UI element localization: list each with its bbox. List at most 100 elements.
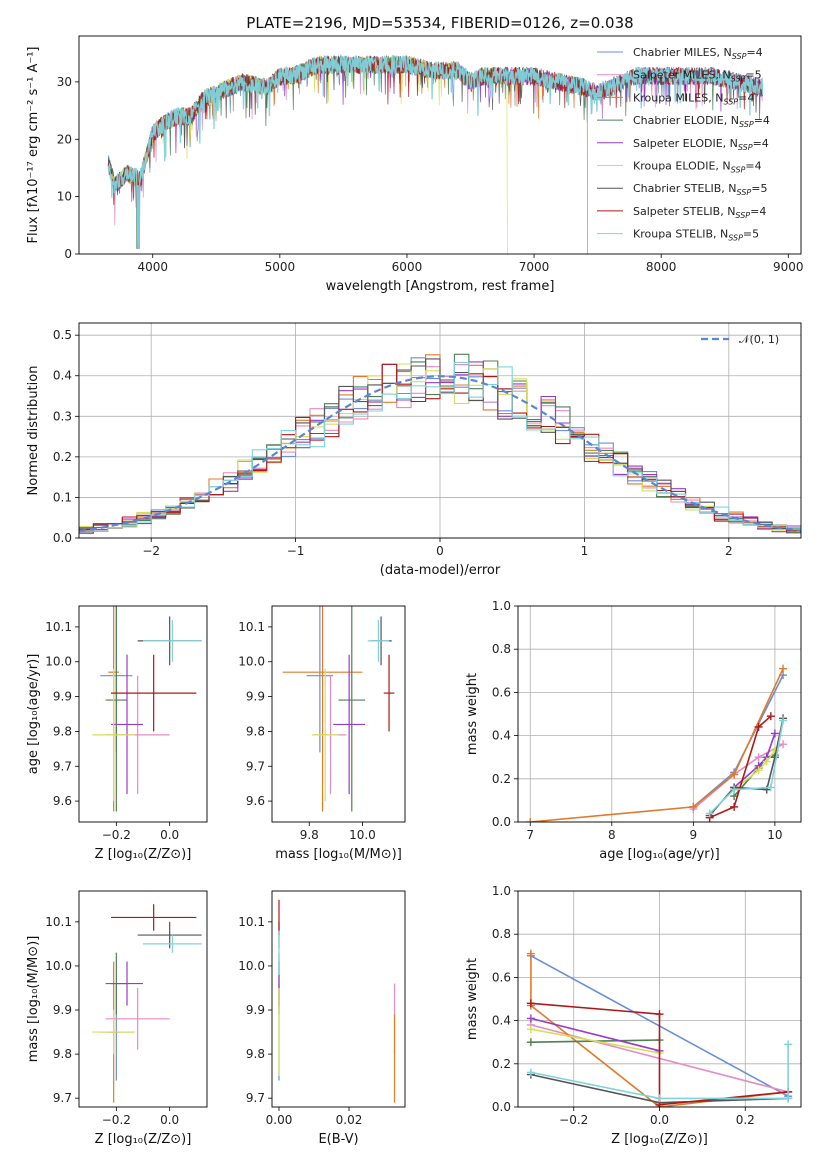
- x-axis-label: Z [log₁₀(Z/Z⊙)]: [95, 1132, 192, 1147]
- y-tick-label: 0.6: [492, 685, 511, 699]
- x-axis-label: Z [log₁₀(Z/Z⊙)]: [611, 1132, 708, 1147]
- y-tick-label: 9.9: [53, 690, 72, 704]
- y-tick-label: 9.7: [246, 1091, 265, 1105]
- plot-area: [107, 53, 764, 254]
- axes-frame: [271, 605, 406, 823]
- spectrum-line-kroupa-stelib: [107, 53, 764, 249]
- error-cross-salpeter-elodie: [333, 654, 366, 795]
- x-tick-label: −1: [287, 544, 305, 558]
- plot-area: [92, 904, 202, 1103]
- x-tick-label: 9.8: [300, 828, 319, 842]
- error-cross-salpeter-stelib: [383, 654, 395, 732]
- x-axis-label: Z [log₁₀(Z/Z⊙)]: [95, 847, 192, 862]
- legend-entry: Kroupa STELIB, NSSP=5: [633, 228, 759, 243]
- x-tick-label: 7000: [519, 260, 550, 274]
- x-axis-label: wavelength [Angstrom, rest frame]: [326, 279, 555, 294]
- y-tick-label: 9.9: [246, 690, 265, 704]
- y-tick-label: 9.8: [53, 1047, 72, 1061]
- plot-area: [92, 606, 202, 812]
- x-tick-label: 0.00: [266, 1113, 293, 1127]
- y-tick-label: 0.0: [492, 815, 511, 829]
- x-tick-label: 0.0: [650, 1113, 669, 1127]
- error-cross-kroupa-elodie: [92, 1010, 135, 1055]
- legend-entry: Salpeter STELIB, NSSP=4: [633, 205, 766, 220]
- error-cross-salpeter-miles: [105, 987, 170, 1050]
- y-tick-label: 10.0: [238, 959, 265, 973]
- weight-series-kroupa-miles: [526, 664, 788, 822]
- y-axis-label: mass weight: [465, 673, 480, 755]
- plot-area: [526, 664, 788, 822]
- axes-frame: [78, 322, 802, 539]
- panel-mass-Z: −0.2 0.0 9.7 9.8 9.9 10.0 10.1 Z [log₁₀(Z/Z⊙)] m…: [26, 890, 208, 1147]
- error-cross-kroupa-stelib: [367, 619, 390, 662]
- y-tick-label: 9.9: [53, 1003, 72, 1017]
- plot-area: [526, 949, 793, 1107]
- axes-frame: [517, 605, 802, 823]
- y-axis-label: Flux [fλ10⁻¹⁷ erg cm⁻² s⁻¹ A⁻¹]: [26, 47, 41, 244]
- x-tick-label: 9000: [773, 260, 804, 274]
- x-tick-label: 10: [767, 828, 782, 842]
- y-tick-label: 0.4: [492, 1014, 511, 1028]
- y-tick-label: 10.0: [45, 655, 72, 669]
- y-tick-label: 0.8: [492, 642, 511, 656]
- x-axis-label: E(B-V): [318, 1132, 358, 1147]
- weight-series-kroupa-stelib: [705, 716, 788, 818]
- legend-entry: Chabrier ELODIE, NSSP=4: [633, 114, 770, 129]
- y-tick-label: 0.4: [53, 369, 72, 383]
- axes-frame: [271, 890, 406, 1108]
- y-tick-label: 10.1: [45, 620, 72, 634]
- chart-title: PLATE=2196, MJD=53534, FIBERID=0126, z=0…: [246, 14, 633, 32]
- x-tick-label: −0.2: [102, 1113, 131, 1127]
- y-tick-label: 0.5: [53, 328, 72, 342]
- weight-line: [733, 733, 776, 789]
- error-cross-kroupa-elodie: [92, 668, 135, 802]
- y-tick-label: 30: [57, 75, 72, 89]
- y-tick-label: 10.0: [45, 959, 72, 973]
- error-cross-salpeter-stelib: [111, 654, 197, 732]
- histogram-kroupa-stelib: [79, 361, 801, 532]
- x-tick-label: −0.2: [102, 828, 131, 842]
- y-tick-label: 10.1: [238, 915, 265, 929]
- legend-entry: Kroupa ELODIE, NSSP=4: [633, 160, 762, 175]
- weight-line: [530, 1028, 660, 1054]
- x-axis-label: (data-model)/error: [380, 563, 501, 578]
- weight-series-kroupa-stelib: [526, 1040, 793, 1103]
- legend-entry: 𝒩(0, 1): [739, 333, 779, 346]
- y-tick-label: 0.2: [53, 450, 72, 464]
- axes-frame: [78, 35, 802, 255]
- x-tick-label: 4000: [137, 260, 168, 274]
- legend-entry: Chabrier MILES, NSSP=4: [633, 46, 763, 61]
- y-tick-label: 10.0: [238, 655, 265, 669]
- error-cross-kroupa-stelib: [143, 935, 202, 953]
- panel-residuals: −2 −1 0 1 2 0.0 0.1 0.2 0.3 0.4 0.5 (data-model)/er…: [26, 322, 802, 578]
- x-tick-label: 0: [436, 544, 444, 558]
- x-tick-label: 1: [581, 544, 589, 558]
- weight-line: [530, 953, 789, 1107]
- y-tick-label: 1.0: [492, 884, 511, 898]
- weight-line: [709, 715, 772, 819]
- axes-frame: [78, 890, 208, 1108]
- error-cross-salpeter-elodie: [111, 961, 143, 1006]
- normal-curve: [79, 375, 801, 532]
- weight-line: [709, 720, 784, 814]
- y-tick-label: 9.8: [246, 724, 265, 738]
- x-tick-label: 7: [526, 828, 534, 842]
- axes-frame: [517, 890, 802, 1108]
- legend-entry: Chabrier STELIB, NSSP=5: [633, 182, 767, 197]
- panel-spectrum: 4000 5000 6000 7000 8000 9000 0 10 20 30 wavelengt…: [26, 14, 804, 294]
- y-tick-label: 0.3: [53, 409, 72, 423]
- plot-area: [282, 606, 395, 812]
- weight-line: [733, 750, 776, 791]
- y-tick-label: 0.1: [53, 490, 72, 504]
- x-tick-label: −2: [142, 544, 160, 558]
- legend-entry: Salpeter MILES, NSSP=5: [633, 69, 762, 84]
- x-tick-label: 8: [608, 828, 616, 842]
- x-tick-label: −0.2: [559, 1113, 588, 1127]
- x-tick-label: 6000: [392, 260, 423, 274]
- x-tick-label: 0.2: [736, 1113, 755, 1127]
- legend-entry: Salpeter ELODIE, NSSP=4: [633, 137, 769, 152]
- x-tick-label: 8000: [646, 260, 677, 274]
- error-cross-kroupa-elodie: [311, 668, 339, 802]
- panel-weights-Z: −0.2 0.0 0.2 0.0 0.2 0.4 0.6 0.8 1.0 Z [log₁₀(Z/Z…: [465, 884, 802, 1147]
- y-tick-label: 0.0: [492, 1100, 511, 1114]
